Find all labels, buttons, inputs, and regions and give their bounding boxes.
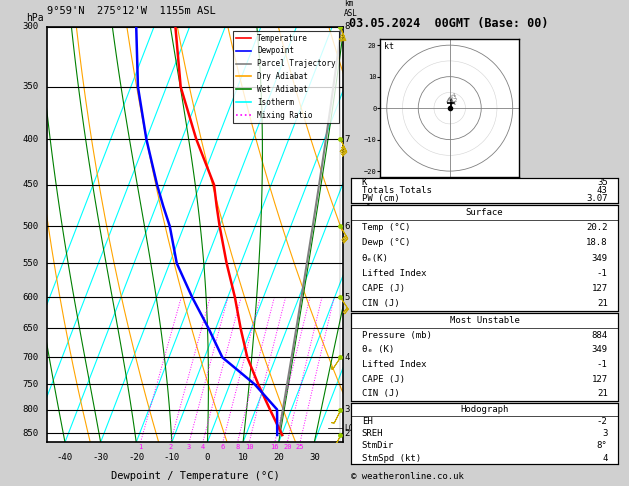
Text: θₑ (K): θₑ (K) — [362, 346, 394, 354]
Text: Totals Totals: Totals Totals — [362, 186, 431, 195]
Text: -1: -1 — [597, 269, 608, 278]
Text: 6: 6 — [448, 98, 452, 103]
Text: 600: 600 — [22, 293, 38, 302]
Text: CIN (J): CIN (J) — [362, 299, 399, 308]
Text: -30: -30 — [92, 452, 109, 462]
Text: 8: 8 — [344, 22, 350, 31]
Text: 30: 30 — [309, 452, 320, 462]
Text: Surface: Surface — [466, 208, 503, 217]
Text: K: K — [362, 177, 367, 187]
Text: 884: 884 — [591, 331, 608, 340]
Text: 8: 8 — [235, 444, 240, 451]
Text: 4: 4 — [344, 353, 350, 362]
Text: 127: 127 — [591, 375, 608, 383]
Text: Hodograph: Hodograph — [460, 405, 509, 414]
Text: 4: 4 — [452, 93, 455, 98]
Text: Lifted Index: Lifted Index — [362, 360, 426, 369]
Text: θₑ(K): θₑ(K) — [362, 254, 389, 262]
Text: 3.07: 3.07 — [586, 194, 608, 204]
Legend: Temperature, Dewpoint, Parcel Trajectory, Dry Adiabat, Wet Adiabat, Isotherm, Mi: Temperature, Dewpoint, Parcel Trajectory… — [233, 31, 339, 122]
Text: 6: 6 — [344, 222, 350, 230]
Text: Dewpoint / Temperature (°C): Dewpoint / Temperature (°C) — [111, 471, 279, 481]
Text: 2: 2 — [454, 98, 457, 103]
Text: 3: 3 — [344, 405, 350, 414]
Text: 700: 700 — [22, 353, 38, 362]
Text: -2: -2 — [597, 417, 608, 426]
Text: 10: 10 — [245, 444, 253, 451]
Text: 3: 3 — [452, 95, 455, 100]
Text: CAPE (J): CAPE (J) — [362, 284, 404, 293]
Text: 5: 5 — [450, 95, 453, 100]
Text: CIN (J): CIN (J) — [362, 389, 399, 398]
Text: © weatheronline.co.uk: © weatheronline.co.uk — [351, 472, 464, 481]
Text: 3: 3 — [187, 444, 191, 451]
Text: km
ASL: km ASL — [344, 0, 358, 18]
Text: 2: 2 — [169, 444, 173, 451]
Text: 16: 16 — [270, 444, 279, 451]
Text: -10: -10 — [164, 452, 180, 462]
Text: 20: 20 — [283, 444, 291, 451]
Text: 20.2: 20.2 — [586, 223, 608, 232]
Text: Temp (°C): Temp (°C) — [362, 223, 410, 232]
Text: 750: 750 — [22, 380, 38, 389]
Text: 9°59'N  275°12'W  1155m ASL: 9°59'N 275°12'W 1155m ASL — [47, 6, 216, 17]
Text: 500: 500 — [22, 222, 38, 230]
Text: 400: 400 — [22, 135, 38, 143]
Text: 0: 0 — [205, 452, 210, 462]
Text: 20: 20 — [274, 452, 284, 462]
Text: Most Unstable: Most Unstable — [450, 316, 520, 325]
Text: 800: 800 — [22, 405, 38, 414]
Text: -20: -20 — [128, 452, 144, 462]
Text: SREH: SREH — [362, 429, 383, 438]
Text: Pressure (mb): Pressure (mb) — [362, 331, 431, 340]
Text: 8°: 8° — [597, 441, 608, 451]
Text: 21: 21 — [597, 299, 608, 308]
Text: Dewp (°C): Dewp (°C) — [362, 239, 410, 247]
Text: -40: -40 — [57, 452, 73, 462]
Text: 2: 2 — [344, 429, 350, 438]
Text: 7: 7 — [344, 135, 350, 143]
Text: 35: 35 — [597, 177, 608, 187]
Text: 349: 349 — [591, 254, 608, 262]
Text: StmDir: StmDir — [362, 441, 394, 451]
Text: EH: EH — [362, 417, 372, 426]
Text: StmSpd (kt): StmSpd (kt) — [362, 453, 421, 463]
Text: 03.05.2024  00GMT (Base: 00): 03.05.2024 00GMT (Base: 00) — [349, 17, 548, 30]
Text: 25: 25 — [296, 444, 304, 451]
Text: kt: kt — [384, 42, 394, 51]
Text: 4: 4 — [201, 444, 205, 451]
Text: hPa: hPa — [26, 13, 44, 22]
Text: 1: 1 — [452, 101, 455, 106]
Text: 43: 43 — [597, 186, 608, 195]
Text: Mixing Ratio (g/kg): Mixing Ratio (g/kg) — [368, 187, 377, 282]
Text: 450: 450 — [22, 180, 38, 190]
Text: PW (cm): PW (cm) — [362, 194, 399, 204]
Text: 3: 3 — [602, 429, 608, 438]
Text: 10: 10 — [238, 452, 248, 462]
Text: Lifted Index: Lifted Index — [362, 269, 426, 278]
Text: 349: 349 — [591, 346, 608, 354]
Text: 4: 4 — [602, 453, 608, 463]
Text: CAPE (J): CAPE (J) — [362, 375, 404, 383]
Text: 6: 6 — [221, 444, 225, 451]
Text: 850: 850 — [22, 429, 38, 438]
Text: 1: 1 — [138, 444, 143, 451]
Text: 300: 300 — [22, 22, 38, 31]
Text: 650: 650 — [22, 324, 38, 333]
Text: 5: 5 — [344, 293, 350, 302]
Text: 21: 21 — [597, 389, 608, 398]
Text: 550: 550 — [22, 259, 38, 268]
Text: 350: 350 — [22, 83, 38, 91]
Text: 127: 127 — [591, 284, 608, 293]
Text: LCL: LCL — [344, 424, 358, 433]
Text: 18.8: 18.8 — [586, 239, 608, 247]
Text: -1: -1 — [597, 360, 608, 369]
